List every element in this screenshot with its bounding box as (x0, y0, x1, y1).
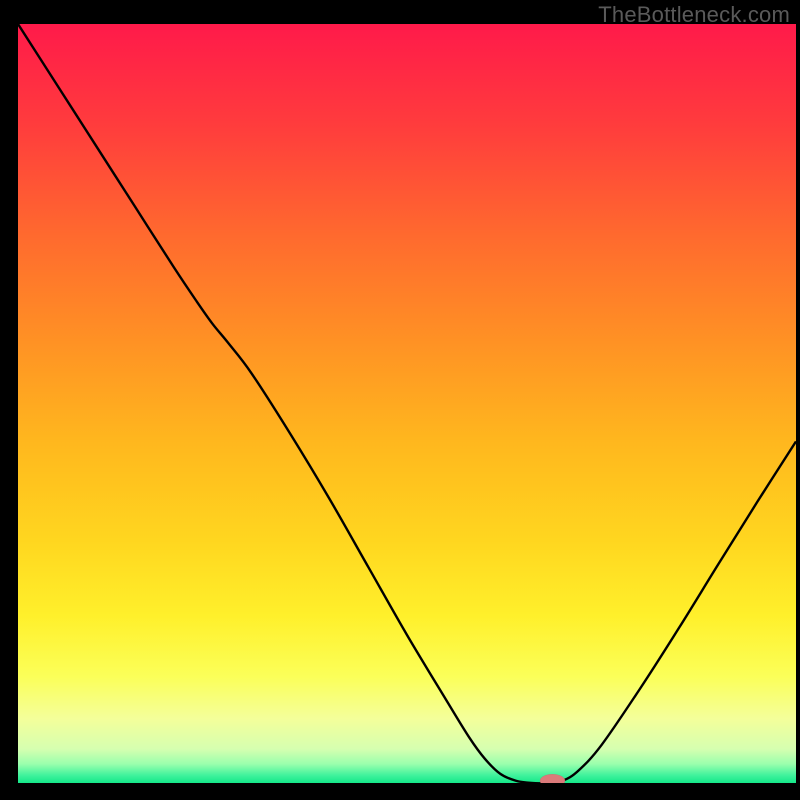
watermark-label: TheBottleneck.com (598, 2, 790, 28)
chart-frame: TheBottleneck.com (0, 0, 800, 800)
gradient-background (18, 24, 796, 783)
plot-area (18, 24, 796, 783)
chart-svg (18, 24, 796, 783)
